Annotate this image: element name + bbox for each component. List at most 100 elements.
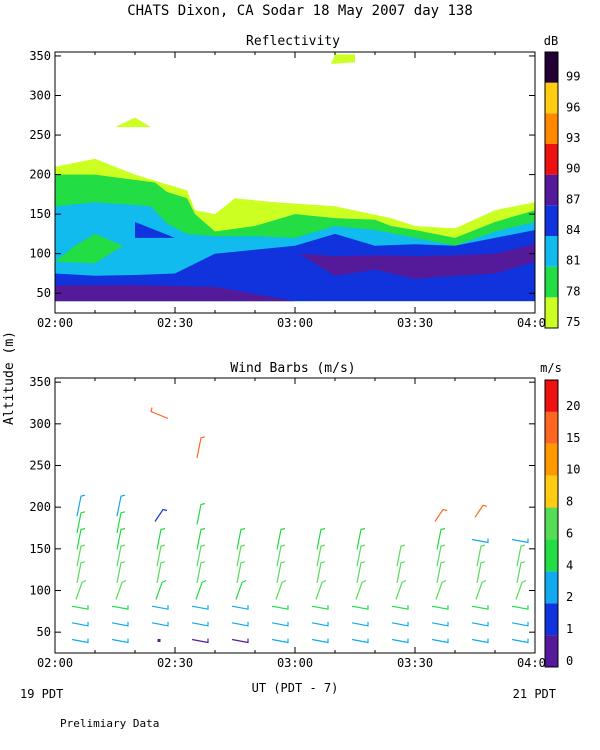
wind-barb: [434, 508, 448, 522]
wind-barb: [436, 527, 446, 550]
wind-barb: [76, 527, 86, 550]
wind-barb: [75, 579, 87, 600]
reflectivity-region-75: [115, 117, 151, 128]
wind-barb: [271, 605, 289, 610]
wind-barb: [356, 527, 366, 550]
wind-barb: [116, 544, 126, 567]
wind-barb: [156, 544, 166, 567]
wind-barb: [151, 605, 169, 610]
reflectivity-region-78: [55, 233, 123, 264]
wind-colorbar-level-label: 10: [566, 463, 580, 477]
reflectivity-region-87: [299, 244, 535, 279]
wind-colorbar-level-label: 4: [566, 558, 573, 572]
wind-colorbar-swatch: [545, 539, 558, 572]
wind-barb: [276, 561, 286, 583]
reflectivity-colorbar-level-label: 84: [566, 223, 580, 237]
wind-colorbar-level-label: 20: [566, 399, 580, 413]
preliminary-data-note: Prelimiary Data: [60, 717, 159, 730]
wind-barb: [76, 494, 86, 517]
wind-x-tick-label: 04:00: [517, 656, 553, 670]
reflectivity-contours: [55, 54, 535, 302]
reflectivity-colorbar-frame: [544, 51, 559, 329]
wind-colorbar-label: m/s: [540, 361, 562, 375]
wind-barb: [236, 544, 246, 567]
wind-barb: [316, 561, 326, 583]
wind-barb: [474, 504, 488, 518]
reflectivity-y-tick-label: 300: [29, 89, 51, 103]
wind-barb: [111, 638, 129, 644]
wind-barb: [236, 561, 246, 583]
wind-barb: [76, 544, 86, 567]
wind-x-tick-label: 03:30: [397, 656, 433, 670]
wind-barbs-axes: 50 100 150 200 250 300 350 02:00 02:30 03:00 03:30…: [29, 375, 553, 670]
reflectivity-y-tick-label: 100: [29, 247, 51, 261]
wind-barb: [356, 544, 366, 567]
wind-barb: [511, 638, 529, 644]
wind-x-tick-label: 03:00: [277, 656, 313, 670]
wind-colorbar-swatch: [545, 507, 558, 540]
wind-barb: [355, 579, 367, 600]
reflectivity-colorbar-swatch: [545, 144, 558, 175]
wind-barb: [475, 579, 487, 600]
wind-barb: [156, 527, 166, 550]
wind-barb: [71, 621, 89, 627]
wind-colorbar-level-label: 2: [566, 590, 573, 604]
wind-y-tick-label: 150: [29, 542, 51, 556]
wind-barb: [316, 527, 326, 550]
wind-barb: [196, 561, 206, 583]
wind-barb: [154, 508, 168, 522]
wind-barb: [231, 605, 249, 610]
wind-barb: [435, 579, 447, 600]
wind-colorbar-swatch: [545, 475, 558, 508]
wind-colorbar-swatch: [545, 635, 558, 667]
wind-barb: [76, 511, 86, 533]
reflectivity-region-84: [55, 230, 535, 302]
wind-colorbar-level-label: 1: [566, 622, 573, 636]
wind-colorbar-swatch: [545, 411, 558, 444]
wind-x-tick-label: 02:30: [157, 656, 193, 670]
wind-barb: [471, 621, 489, 627]
wind-barb: [271, 621, 289, 627]
wind-barb: [351, 621, 369, 627]
wind-barb: [351, 605, 369, 610]
reflectivity-region-84: [135, 222, 175, 238]
reflectivity-colorbar-swatch: [545, 113, 558, 144]
wind-barb: [516, 544, 526, 567]
wind-barb: [436, 544, 446, 567]
reflectivity-colorbar-swatch: [545, 266, 558, 298]
reflectivity-panel: Reflectivity 50 100 150 200 250 300 350 02:00 02…: [29, 34, 580, 330]
reflectivity-colorbar-level-label: 87: [566, 192, 580, 206]
wind-barb: [231, 638, 249, 644]
wind-barbs-plot-frame: [54, 377, 536, 654]
reflectivity-colorbar-level-label: 81: [566, 254, 580, 268]
footer-right-label: 21 PDT: [513, 687, 556, 701]
reflectivity-colorbar-label: dB: [544, 34, 558, 48]
wind-barb: [191, 621, 209, 627]
reflectivity-colorbar-swatch: [545, 297, 558, 328]
reflectivity-colorbar-level-label: 90: [566, 162, 580, 176]
wind-barb: [311, 638, 329, 644]
reflectivity-colorbar-swatch: [545, 82, 558, 114]
wind-barb: [351, 638, 369, 644]
wind-y-tick-label: 250: [29, 459, 51, 473]
wind-barb: [236, 527, 246, 550]
wind-barb: [471, 605, 489, 610]
wind-barb: [356, 561, 366, 583]
wind-barb: [195, 579, 207, 600]
wind-barb: [511, 605, 529, 610]
wind-y-tick-label: 50: [37, 625, 51, 639]
wind-colorbar-level-label: 15: [566, 431, 580, 445]
wind-barb: [391, 638, 409, 644]
reflectivity-title: Reflectivity: [246, 34, 340, 49]
wind-barb: [275, 579, 287, 600]
reflectivity-region-87: [55, 285, 295, 302]
wind-barb: [431, 638, 449, 644]
wind-barb: [436, 561, 446, 583]
wind-barb: [471, 538, 489, 544]
reflectivity-colorbar: 75 78 81 84 87 90 93 96 99: [544, 51, 580, 329]
reflectivity-x-tick-label: 02:30: [157, 316, 193, 330]
wind-barb: [116, 527, 126, 550]
reflectivity-x-tick-label: 02:00: [37, 316, 73, 330]
wind-barb: [150, 407, 169, 420]
